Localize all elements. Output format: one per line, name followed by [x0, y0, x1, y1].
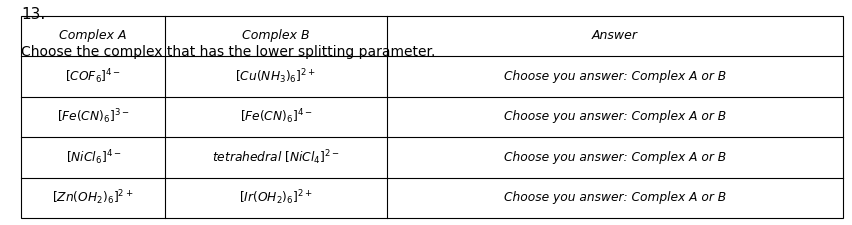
Text: tetrahedral $[NiCl_4]^{2-}$: tetrahedral $[NiCl_4]^{2-}$	[212, 148, 340, 167]
Text: 13.: 13.	[21, 7, 45, 22]
Text: $[Cu(NH_3)_6]^{2+}$: $[Cu(NH_3)_6]^{2+}$	[235, 67, 316, 86]
Text: Choose you answer: Complex A or B: Choose you answer: Complex A or B	[504, 151, 725, 164]
Text: $[Fe(CN)_6]^{3-}$: $[Fe(CN)_6]^{3-}$	[57, 108, 130, 126]
Text: Complex A: Complex A	[60, 29, 127, 43]
Text: Choose you answer: Complex A or B: Choose you answer: Complex A or B	[504, 110, 725, 124]
Text: $[Ir(OH_2)_6]^{2+}$: $[Ir(OH_2)_6]^{2+}$	[239, 189, 313, 207]
Text: Choose you answer: Complex A or B: Choose you answer: Complex A or B	[504, 70, 725, 83]
Text: Answer: Answer	[591, 29, 637, 43]
Text: $[NiCl_6]^{4-}$: $[NiCl_6]^{4-}$	[66, 148, 121, 167]
Text: Complex B: Complex B	[242, 29, 309, 43]
Text: $[Fe(CN)_6]^{4-}$: $[Fe(CN)_6]^{4-}$	[239, 108, 312, 126]
Text: $[Zn(OH_2)_6]^{2+}$: $[Zn(OH_2)_6]^{2+}$	[53, 189, 134, 207]
Text: $[COF_6]^{4-}$: $[COF_6]^{4-}$	[65, 67, 121, 86]
Text: Choose you answer: Complex A or B: Choose you answer: Complex A or B	[504, 191, 725, 205]
Text: Choose the complex that has the lower splitting parameter.: Choose the complex that has the lower sp…	[21, 45, 435, 59]
